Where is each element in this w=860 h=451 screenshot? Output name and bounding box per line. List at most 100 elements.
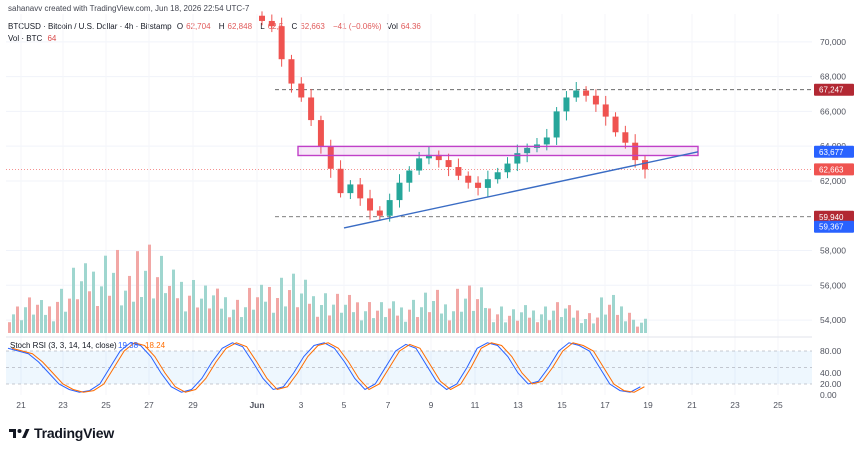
candle-body (308, 97, 315, 121)
candle-body (357, 184, 364, 199)
tradingview-logo[interactable]: TradingView (8, 425, 114, 441)
candle-body (367, 198, 374, 211)
volume-bar (224, 297, 227, 333)
volume-bar (576, 310, 579, 333)
candle-body (622, 132, 629, 143)
volume-bar (644, 318, 647, 333)
volume-bar (300, 293, 303, 333)
volume-bar (16, 306, 19, 333)
volume-bar (452, 311, 455, 333)
vol-label: Vol (386, 22, 398, 31)
volume-bar (556, 302, 559, 333)
volume-bar (540, 314, 543, 333)
osc-tick-label: 20.00 (820, 379, 842, 389)
low-value: 62,5 (267, 22, 284, 31)
volume-bar (228, 317, 231, 333)
y-tick-label: 66,000 (820, 106, 846, 116)
drawings (297, 145, 699, 229)
volume-bar (28, 297, 31, 333)
volume-bar (220, 308, 223, 333)
osc-k-value: 19.38 (118, 341, 139, 350)
volume-bar (448, 320, 451, 333)
volume-bar (332, 304, 335, 333)
stoch-k-line (7, 342, 641, 393)
candle-body (632, 142, 639, 161)
candle-body (298, 83, 305, 98)
price-tag-bg (814, 145, 854, 158)
volume-bar (608, 304, 611, 333)
volume-bar (636, 326, 639, 333)
volume-bar (516, 320, 519, 333)
tradingview-logo-icon (9, 429, 30, 438)
volume-legend: Vol · BTC 64 (8, 34, 59, 43)
candle-body (288, 59, 295, 84)
candle-body (592, 95, 599, 105)
x-tick-label: 21 (687, 400, 697, 410)
volume-bar (372, 318, 375, 333)
volume-bar (296, 307, 299, 333)
volume-bar (604, 314, 607, 333)
price-chart[interactable]: 70,00068,00066,00064,00062,00058,00056,0… (0, 0, 860, 420)
volume-bar (276, 298, 279, 333)
price-tag-bg (814, 163, 854, 176)
volume-bar (8, 322, 11, 333)
volume-bar (524, 305, 527, 333)
volume-bar (152, 298, 155, 333)
volume-bar (492, 322, 495, 333)
candle-body (416, 158, 423, 171)
volume-bar (600, 297, 603, 333)
osc-tick-label: 80.00 (820, 346, 842, 356)
volume-bar (368, 302, 371, 333)
volume-bar (360, 320, 363, 333)
x-tick-label: 23 (730, 400, 740, 410)
volume-bar (572, 317, 575, 333)
osc-tick-label: 40.00 (820, 368, 842, 378)
volume-bar (212, 295, 215, 333)
x-tick-label: 11 (471, 400, 480, 410)
volume-bar (76, 299, 79, 333)
candle-body (573, 90, 580, 98)
candle-body (327, 146, 334, 169)
axes: 70,00068,00066,00064,00062,00058,00056,0… (16, 37, 854, 410)
volume-bar (396, 315, 399, 333)
symbol-name[interactable]: BTCUSD · Bitcoin / U.S. Dollar · 4h · Bi… (8, 22, 172, 31)
volume-bar (232, 309, 235, 333)
volume-bar (112, 272, 115, 333)
volume-bar (116, 249, 119, 333)
volume-bar (472, 310, 475, 333)
volume-bar (504, 322, 507, 333)
volume-bar (632, 319, 635, 333)
volume-bar (348, 294, 351, 333)
volume-bar (132, 301, 135, 333)
volume-bar (204, 285, 207, 333)
volume-bar (428, 312, 431, 333)
volume-bar (588, 313, 591, 333)
candle-body (553, 111, 560, 138)
volume-bar (356, 302, 359, 333)
volume-bar (456, 288, 459, 333)
volume-bar (280, 277, 283, 333)
volume-bar (32, 314, 35, 333)
x-tick-label: 27 (144, 400, 154, 410)
volume-bar (412, 299, 415, 333)
volume-bar (532, 310, 535, 333)
volume-bar (352, 312, 355, 333)
volume-bar (528, 317, 531, 333)
low-label: L (260, 22, 265, 31)
volume-bar (120, 305, 123, 333)
volume-bar (364, 311, 367, 333)
candle-body (475, 182, 482, 188)
price-tag-label: 63,677 (819, 148, 844, 157)
y-tick-label: 62,000 (820, 176, 846, 186)
candle-body (455, 167, 462, 176)
volume-bar (468, 285, 471, 333)
volume-bar (140, 297, 143, 333)
x-tick-label: 17 (600, 400, 610, 410)
candle-body (337, 168, 344, 194)
candle-body (543, 137, 550, 145)
candle-body (602, 104, 609, 117)
volume-bar (624, 321, 627, 333)
volume-bar (308, 303, 311, 333)
volume-label[interactable]: Vol · BTC (8, 34, 43, 43)
volume-bar (240, 317, 243, 333)
